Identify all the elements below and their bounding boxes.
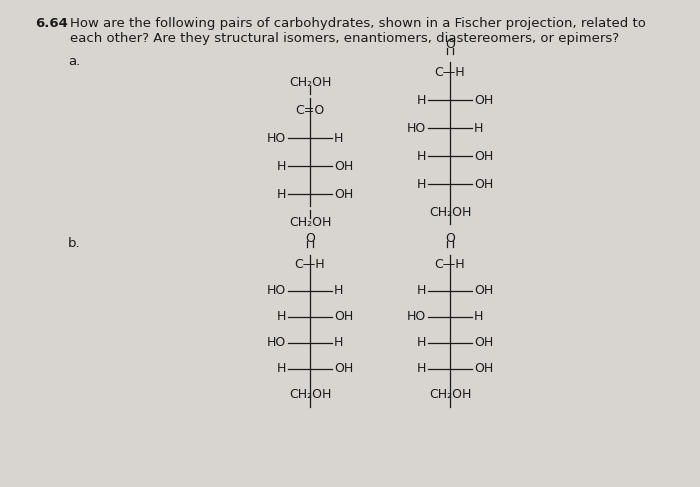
Text: OH: OH (474, 94, 494, 107)
Text: H: H (416, 150, 426, 163)
Text: OH: OH (334, 311, 354, 323)
Text: CH₂OH: CH₂OH (289, 75, 331, 89)
Text: OH: OH (474, 362, 494, 375)
Text: H: H (416, 337, 426, 350)
Text: O: O (445, 38, 455, 52)
Text: H: H (276, 311, 286, 323)
Text: H: H (276, 362, 286, 375)
Text: HO: HO (407, 311, 426, 323)
Text: H: H (416, 284, 426, 298)
Text: How are the following pairs of carbohydrates, shown in a Fischer projection, rel: How are the following pairs of carbohydr… (70, 17, 646, 30)
Text: each other? Are they structural isomers, enantiomers, diastereomers, or epimers?: each other? Are they structural isomers,… (70, 32, 619, 45)
Text: OH: OH (334, 187, 354, 201)
Text: HO: HO (407, 121, 426, 134)
Text: HO: HO (267, 337, 286, 350)
Text: CH₂OH: CH₂OH (429, 389, 471, 401)
Text: b.: b. (68, 237, 80, 250)
Text: OH: OH (474, 284, 494, 298)
Text: CH₂OH: CH₂OH (429, 206, 471, 219)
Text: C—H: C—H (435, 65, 466, 78)
Text: H: H (334, 284, 344, 298)
Text: H: H (416, 362, 426, 375)
Text: C—H: C—H (295, 259, 326, 271)
Text: H: H (276, 187, 286, 201)
Text: HO: HO (267, 284, 286, 298)
Text: CH₂OH: CH₂OH (289, 216, 331, 228)
Text: OH: OH (474, 337, 494, 350)
Text: C—H: C—H (435, 259, 466, 271)
Text: H: H (474, 311, 484, 323)
Text: H: H (416, 94, 426, 107)
Text: H: H (334, 337, 344, 350)
Text: C=O: C=O (295, 104, 325, 116)
Text: a.: a. (68, 55, 80, 68)
Text: O: O (445, 231, 455, 244)
Text: OH: OH (474, 177, 494, 190)
Text: H: H (334, 131, 344, 145)
Text: HO: HO (267, 131, 286, 145)
Text: H: H (416, 177, 426, 190)
Text: H: H (276, 160, 286, 172)
Text: OH: OH (474, 150, 494, 163)
Text: CH₂OH: CH₂OH (289, 389, 331, 401)
Text: 6.64: 6.64 (35, 17, 68, 30)
Text: H: H (474, 121, 484, 134)
Text: OH: OH (334, 160, 354, 172)
Text: O: O (305, 231, 315, 244)
Text: OH: OH (334, 362, 354, 375)
